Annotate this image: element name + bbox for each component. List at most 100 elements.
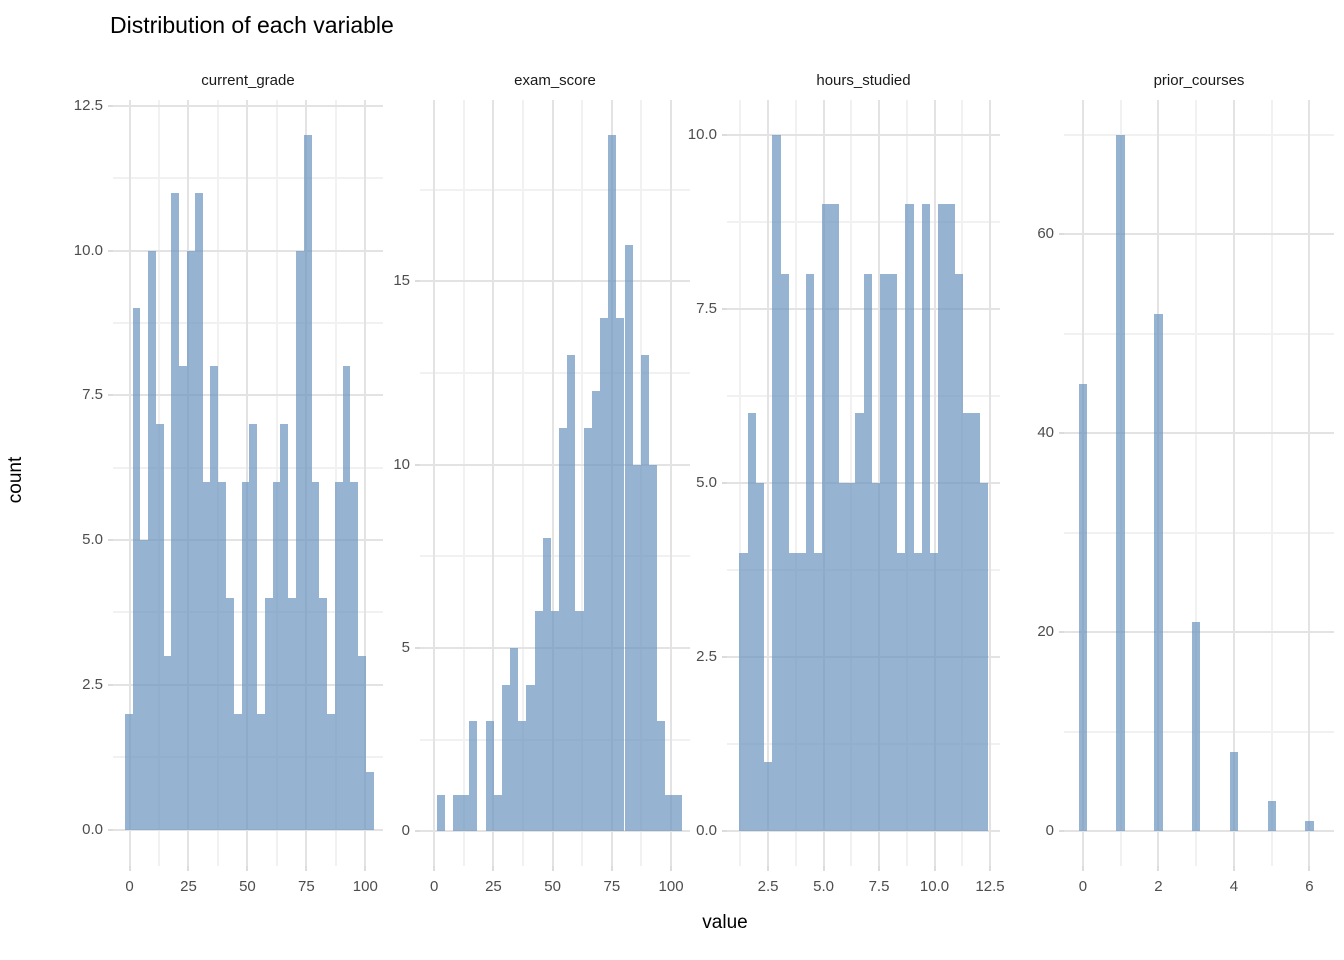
histogram-bar: [358, 655, 367, 830]
histogram-bar: [559, 428, 568, 832]
histogram-bar: [863, 274, 873, 832]
histogram-bar: [640, 354, 649, 832]
y-tick-label: 7.5: [696, 299, 717, 317]
histogram-bar: [575, 611, 584, 832]
y-tick-mark: [108, 394, 113, 397]
histogram-bar: [241, 482, 250, 830]
histogram-bar: [813, 552, 823, 832]
histogram-bar: [632, 464, 641, 832]
y-tick-label: 5.0: [82, 531, 103, 549]
histogram-bar: [1229, 751, 1239, 832]
histogram-bar: [526, 684, 535, 832]
y-axis-title: count: [5, 456, 26, 504]
histogram-bar: [295, 250, 304, 830]
x-tick-label: 2: [1154, 878, 1163, 895]
histogram-bar: [272, 482, 281, 830]
histogram-bar: [1267, 801, 1276, 832]
x-tick-label: 0: [430, 878, 439, 895]
histogram-bar: [955, 274, 964, 832]
y-tick-mark: [415, 830, 420, 833]
histogram-bar: [896, 552, 906, 832]
histogram-bar: [805, 274, 814, 832]
y-tick-label: 2.5: [696, 648, 717, 666]
y-tick-label: 10: [393, 455, 410, 473]
x-tick-label: 10.0: [919, 878, 950, 895]
histogram-bar: [1192, 622, 1201, 832]
x-tick-label: 6: [1305, 878, 1314, 895]
histogram-bar: [485, 721, 494, 832]
facet-title-hours_studied: hours_studied: [816, 72, 911, 89]
y-tick-label: 10.0: [687, 125, 717, 143]
y-tick-label: 0.0: [696, 822, 717, 840]
histogram-bar: [755, 483, 765, 832]
histogram-bar: [979, 483, 989, 832]
histogram-bar: [327, 713, 335, 830]
histogram-bar: [600, 318, 609, 832]
histogram-bar: [233, 713, 242, 830]
histogram-bar: [303, 134, 312, 830]
histogram-bar: [280, 424, 289, 830]
histogram-bar: [1154, 313, 1163, 832]
histogram-bar: [249, 424, 258, 830]
y-gridline: [420, 555, 690, 558]
x-tick-mark: [1081, 866, 1084, 871]
histogram-bar: [510, 647, 519, 832]
histogram-bar: [665, 794, 674, 832]
histogram-bar: [124, 713, 133, 830]
histogram-bar: [797, 552, 806, 832]
y-tick-mark: [108, 539, 113, 542]
histogram-bar: [534, 611, 543, 832]
histogram-bar: [550, 611, 560, 832]
histogram-bar: [225, 597, 234, 830]
facet-title-prior_courses: prior_courses: [1153, 72, 1245, 89]
histogram-bar: [847, 483, 856, 832]
histogram-bar: [202, 482, 211, 830]
histogram-bar: [747, 413, 756, 832]
y-tick-mark: [722, 307, 727, 310]
histogram-bar: [624, 244, 633, 832]
x-tick-label: 25: [180, 878, 197, 895]
y-gridline: [420, 372, 690, 375]
histogram-bar: [194, 192, 203, 830]
histogram-bar: [140, 540, 149, 830]
plot-title: Distribution of each variable: [110, 12, 394, 38]
x-tick-label: 2.5: [757, 878, 779, 895]
histogram-bar: [591, 391, 600, 832]
y-gridline: [113, 104, 383, 107]
x-gridline: [1232, 100, 1235, 866]
y-gridline: [1064, 830, 1334, 833]
x-tick-label: 100: [658, 878, 684, 895]
histogram-bar: [822, 204, 831, 832]
histogram-bar: [567, 354, 576, 832]
histogram-bar: [608, 134, 617, 832]
y-tick-mark: [415, 463, 420, 466]
y-tick-label: 20: [1037, 623, 1054, 641]
y-tick-label: 0: [1045, 822, 1054, 840]
facet-title-exam_score: exam_score: [514, 72, 596, 89]
histogram-bar: [179, 366, 188, 830]
histogram-bar: [739, 552, 748, 832]
y-tick-mark: [722, 830, 727, 833]
histogram-bar: [163, 655, 172, 830]
y-tick-mark: [1059, 631, 1064, 634]
y-tick-mark: [1059, 432, 1064, 435]
histogram-bar: [1078, 383, 1088, 832]
y-tick-mark: [722, 656, 727, 659]
y-gridline: [727, 133, 1000, 136]
x-tick-mark: [364, 866, 367, 871]
y-tick-mark: [108, 249, 113, 252]
y-tick-label: 0: [401, 822, 410, 840]
x-tick-label: 0: [1078, 878, 1088, 895]
histogram-bar: [366, 771, 374, 830]
x-tick-mark: [1232, 866, 1235, 871]
y-tick-mark: [108, 828, 113, 831]
histogram-bar: [1116, 134, 1125, 832]
y-gridline: [727, 394, 1000, 397]
x-tick-mark: [878, 866, 881, 871]
y-tick-label: 0.0: [82, 820, 103, 838]
x-gridline: [1308, 100, 1311, 866]
x-tick-mark: [128, 866, 131, 871]
x-tick-mark: [246, 866, 249, 871]
histogram-bar: [148, 250, 156, 830]
histogram-bar: [772, 134, 781, 832]
